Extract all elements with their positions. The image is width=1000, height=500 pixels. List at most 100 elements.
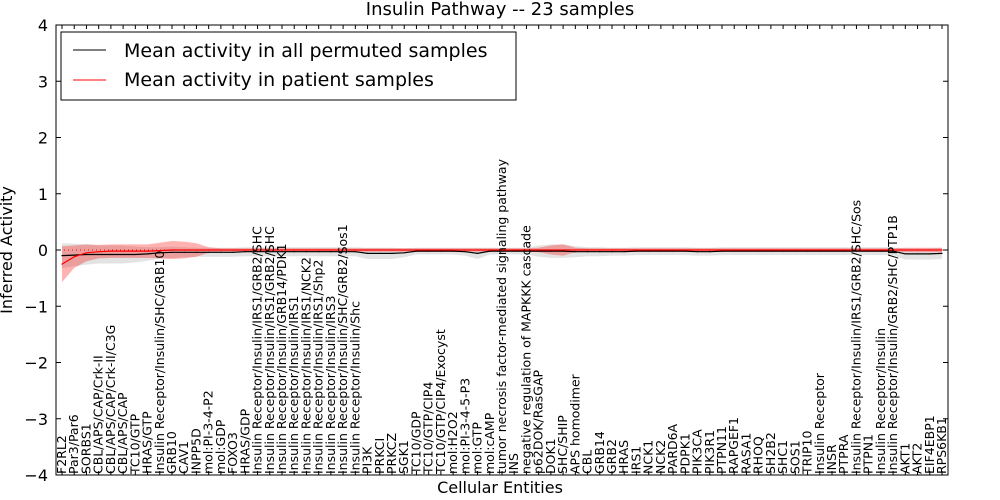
data-point-patient	[293, 249, 295, 251]
x-tick-label: NCK2	[653, 440, 668, 474]
data-point-permuted	[868, 250, 870, 252]
data-point-permuted	[855, 250, 858, 252]
data-point-patient	[929, 249, 931, 251]
data-point-permuted	[550, 250, 552, 252]
x-tick-label: PARD6A	[665, 423, 680, 474]
data-point-patient	[208, 249, 210, 251]
data-point-permuted	[904, 253, 906, 255]
x-tick-label: EIF4EBP1	[922, 415, 937, 474]
data-point-patient	[525, 249, 528, 251]
data-point-patient	[318, 249, 320, 251]
legend-label-permuted: Mean activity in all permuted samples	[124, 40, 487, 62]
data-point-permuted	[110, 253, 112, 256]
data-point-patient	[171, 249, 173, 251]
y-tick-label: 3	[38, 72, 48, 91]
data-point-permuted	[648, 250, 650, 252]
legend: Mean activity in all permuted samples Me…	[60, 31, 517, 101]
data-point-permuted	[208, 251, 210, 253]
data-point-patient	[917, 249, 919, 251]
data-point-permuted	[98, 253, 100, 256]
data-point-permuted	[403, 252, 405, 254]
x-tick-label: SOS1	[787, 440, 802, 474]
x-tick-label: NCK1	[641, 440, 656, 474]
data-point-patient	[892, 249, 894, 251]
x-tick-label: TC10/GTP/CIP4/Exocyst	[433, 329, 448, 475]
data-point-permuted	[220, 251, 222, 253]
data-point-patient	[599, 249, 601, 251]
data-point-patient	[611, 249, 613, 251]
data-point-patient	[452, 249, 454, 251]
data-point-permuted	[611, 251, 613, 253]
x-tick-label: TC10/GTP/CIP4	[421, 382, 436, 475]
data-point-permuted	[85, 253, 87, 256]
data-point-permuted	[831, 250, 833, 252]
data-point-patient	[635, 249, 638, 251]
data-point-permuted	[452, 250, 454, 252]
data-point-permuted	[232, 251, 234, 253]
x-tick-label: Insulin Receptor/Insulin/IRS3	[323, 296, 338, 474]
data-point-permuted	[318, 251, 320, 253]
x-tick-label: Insulin Receptor/Insulin/IRS1/GRB2/SHC	[250, 226, 265, 474]
x-tick-label: HRAS/GDP	[237, 408, 252, 474]
data-point-patient	[623, 249, 625, 251]
data-point-patient	[134, 250, 136, 252]
x-tick-label: SGK1	[396, 440, 411, 474]
data-point-permuted	[269, 251, 271, 253]
x-tick-label: PIK3CA	[690, 429, 705, 474]
x-tick-label: Insulin Receptor/Insulin/Shc	[347, 301, 362, 474]
data-point-patient	[733, 249, 735, 251]
x-tick-label: Insulin Receptor/Insulin/IRS1/NCK2	[298, 257, 313, 474]
data-point-permuted	[477, 252, 479, 254]
x-tick-label: DOK1	[543, 438, 558, 474]
data-point-permuted	[244, 251, 246, 253]
data-point-permuted	[513, 250, 515, 252]
x-tick-label: GRB2	[604, 439, 619, 474]
x-tick-label: mol:PI-3-4-5-P3	[457, 378, 472, 474]
data-point-patient	[855, 249, 858, 251]
y-tick-label: 4	[38, 16, 48, 35]
data-point-patient	[232, 249, 234, 251]
data-point-permuted	[721, 250, 723, 252]
data-point-patient	[281, 249, 283, 251]
data-point-patient	[195, 249, 197, 251]
x-tick-label: mol:GDP	[213, 419, 228, 474]
x-tick-label: Insulin Receptor	[812, 372, 827, 474]
data-point-permuted	[354, 251, 356, 253]
data-point-patient	[587, 249, 589, 251]
data-point-permuted	[599, 251, 601, 253]
data-point-permuted	[73, 254, 75, 256]
chart-title: Insulin Pathway -- 23 samples	[366, 0, 634, 20]
x-tick-label: mol:GTP	[470, 422, 485, 474]
data-point-patient	[391, 249, 393, 251]
data-point-patient	[110, 250, 112, 252]
x-tick-label: RPS6KB1	[934, 417, 949, 474]
x-tick-label: Insulin Receptor/Insulin/SHC/GRB2/Sos1	[335, 224, 350, 474]
x-tick-label: Insulin Receptor/Insulin/GRB2/SHC/PTP1B	[885, 215, 900, 474]
data-point-patient	[477, 249, 479, 251]
data-point-permuted	[379, 252, 381, 254]
x-tick-label: Insulin Receptor/Insulin/IRS1/GRB2/SHC/S…	[848, 200, 863, 474]
x-tick-label: PIK3R1	[702, 430, 717, 474]
data-point-patient	[941, 249, 943, 251]
x-tick-label: Insulin Receptor/Insulin/SHC/GRB10	[152, 251, 167, 474]
data-point-patient	[794, 249, 796, 251]
data-point-permuted	[587, 251, 589, 253]
data-point-patient	[330, 249, 332, 251]
data-point-patient	[513, 249, 515, 251]
data-point-permuted	[917, 253, 919, 255]
x-tick-label: RAPGEF1	[726, 417, 741, 474]
data-point-permuted	[440, 250, 442, 252]
data-point-patient	[904, 249, 906, 251]
data-point-patient	[183, 249, 185, 251]
data-point-patient	[147, 250, 149, 252]
data-point-patient	[354, 249, 356, 251]
x-tick-label: PTPN11	[714, 426, 729, 474]
y-tick-label: 0	[38, 241, 48, 260]
data-point-permuted	[147, 253, 149, 255]
data-point-permuted	[941, 252, 943, 254]
data-point-permuted	[195, 251, 197, 253]
data-point-permuted	[929, 253, 931, 255]
data-point-permuted	[367, 252, 369, 254]
data-point-patient	[721, 249, 723, 251]
data-point-permuted	[562, 250, 564, 252]
